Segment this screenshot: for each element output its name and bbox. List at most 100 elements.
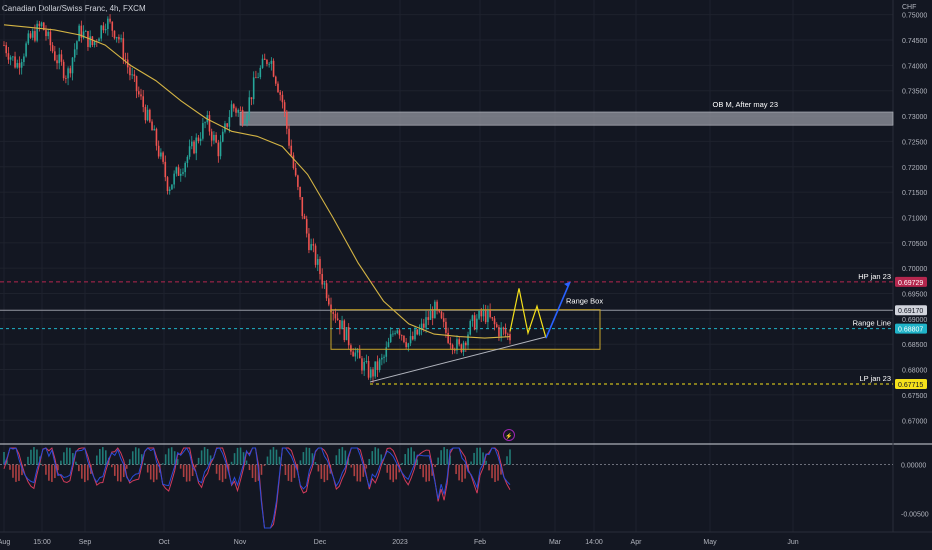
hp-price-badge bbox=[895, 276, 927, 287]
price-tick-label: 0.71500 bbox=[902, 190, 927, 197]
candle-body bbox=[232, 104, 235, 109]
time-tick-label: 14:00 bbox=[585, 539, 603, 546]
candle-body bbox=[149, 109, 151, 122]
candle-body bbox=[23, 56, 25, 63]
time-tick-label: May bbox=[703, 539, 717, 546]
candle-body bbox=[465, 342, 467, 346]
candle-body bbox=[407, 343, 410, 348]
candle-body bbox=[294, 168, 297, 176]
candle-body bbox=[449, 342, 452, 345]
candle-body bbox=[54, 51, 56, 61]
candle-body bbox=[241, 110, 244, 124]
candle-body bbox=[414, 329, 416, 340]
candle-body bbox=[339, 320, 341, 330]
candle-body bbox=[277, 83, 279, 93]
candle-body bbox=[500, 327, 502, 337]
candle-body bbox=[418, 329, 421, 335]
candle-body bbox=[341, 320, 343, 330]
candle-body bbox=[184, 162, 186, 173]
price-tick-label: 0.71000 bbox=[902, 215, 927, 222]
ma-line bbox=[3, 24, 511, 339]
time-axis[interactable]: Aug 15:00 Sep Oct Nov Dec 2023 Feb Mar 14:00 Apr Ma… bbox=[0, 539, 799, 546]
candle-body bbox=[409, 336, 412, 344]
candle-body bbox=[268, 63, 270, 65]
candle-body bbox=[58, 54, 61, 64]
time-tick-label: Mar bbox=[549, 539, 562, 546]
candle-body bbox=[237, 109, 240, 113]
candle-body bbox=[14, 56, 16, 68]
candle-body bbox=[436, 301, 438, 310]
candle-body bbox=[18, 63, 21, 68]
time-tick-label: Apr bbox=[631, 539, 643, 546]
price-tick-label: 0.73500 bbox=[902, 89, 927, 96]
candle-body bbox=[471, 315, 474, 321]
candle-body bbox=[137, 91, 140, 95]
candle-body bbox=[345, 327, 348, 341]
candle-body bbox=[288, 128, 290, 146]
candle-body bbox=[87, 31, 89, 48]
candle-body bbox=[179, 173, 182, 176]
candle-body bbox=[403, 335, 405, 343]
candle-body bbox=[420, 323, 423, 330]
candle-body bbox=[84, 31, 87, 32]
candle-body bbox=[361, 358, 363, 371]
candle-body bbox=[102, 25, 105, 31]
price-axis[interactable]: 0.75000 0.74500 0.74000 0.73500 0.73000 0.725… bbox=[895, 13, 929, 519]
candle-body bbox=[171, 184, 173, 190]
candle-body bbox=[177, 167, 180, 176]
chart-grid bbox=[0, 0, 932, 533]
candle-body bbox=[305, 218, 308, 234]
candle-body bbox=[27, 33, 30, 44]
candle-body bbox=[343, 320, 346, 341]
candle-body bbox=[175, 167, 178, 174]
hp-level-label: HP jan 23 bbox=[858, 272, 891, 281]
candle-body bbox=[336, 318, 339, 321]
candle-body bbox=[73, 49, 76, 58]
candle-body bbox=[182, 172, 184, 174]
candle-body bbox=[173, 173, 175, 185]
candle-body bbox=[458, 339, 460, 345]
candle-body bbox=[303, 216, 306, 219]
candle-body bbox=[310, 244, 312, 251]
lp-price-badge-text: 0.67715 bbox=[898, 382, 923, 389]
annotations: Range Box ⚡ bbox=[330, 281, 603, 441]
candle-body bbox=[146, 109, 149, 121]
price-tick-label: 0.75000 bbox=[902, 13, 927, 20]
candle-body bbox=[365, 360, 368, 363]
candle-body bbox=[204, 122, 206, 124]
ob-zone-rect bbox=[239, 111, 894, 126]
candle-body bbox=[308, 233, 310, 251]
candle-body bbox=[29, 33, 32, 38]
candle-body bbox=[47, 31, 49, 37]
candle-body bbox=[498, 327, 500, 337]
time-tick-label: 15:00 bbox=[33, 539, 51, 546]
candle-body bbox=[489, 310, 491, 318]
candle-body bbox=[425, 317, 427, 328]
candle-body bbox=[259, 67, 262, 78]
candle-body bbox=[91, 36, 94, 45]
candle-body bbox=[252, 77, 255, 100]
price-tick-label: 0.74500 bbox=[902, 38, 927, 45]
candle-body bbox=[82, 31, 85, 38]
candle-body bbox=[129, 67, 131, 76]
price-tick-label: 0.70500 bbox=[902, 241, 927, 248]
candle-body bbox=[321, 273, 323, 285]
candle-body bbox=[111, 21, 114, 31]
moving-average bbox=[3, 24, 511, 339]
ob-zone: OB M, After may 23 bbox=[239, 100, 894, 126]
time-tick-label: Feb bbox=[474, 539, 486, 546]
candle-body bbox=[40, 22, 43, 27]
candle-body bbox=[451, 344, 454, 350]
candle-body bbox=[456, 339, 458, 351]
osc-main-line bbox=[3, 447, 511, 529]
ob-zone-label: OB M, After may 23 bbox=[713, 100, 778, 109]
candle-body bbox=[392, 333, 394, 335]
candle-body bbox=[71, 57, 74, 74]
candle-body bbox=[142, 96, 145, 108]
candle-body bbox=[16, 63, 19, 68]
candle-body bbox=[131, 74, 133, 76]
range-box-label: Range Box bbox=[566, 297, 603, 306]
candle-body bbox=[5, 45, 8, 54]
candle-body bbox=[374, 361, 377, 377]
